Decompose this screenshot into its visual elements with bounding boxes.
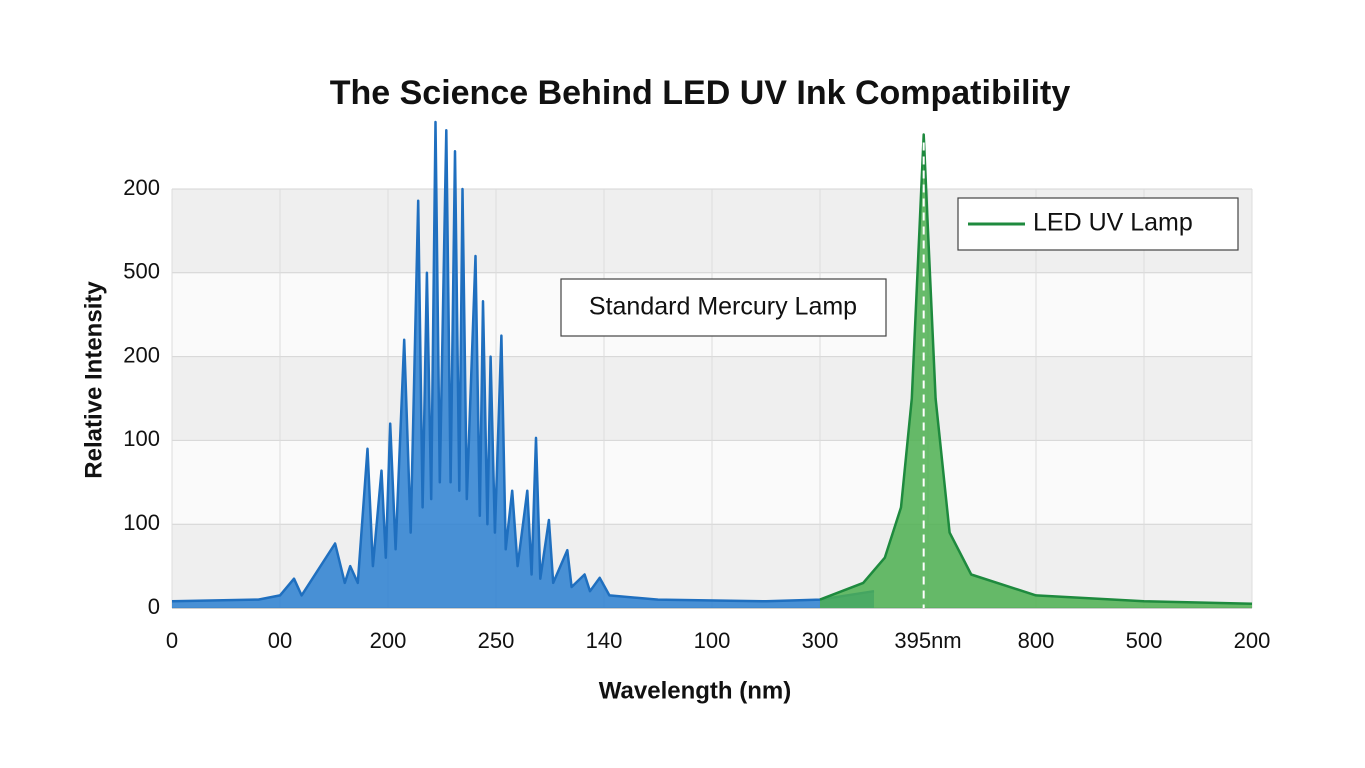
x-tick-label: 140 (586, 628, 623, 653)
y-tick-label: 200 (123, 175, 160, 200)
y-tick-label: 0 (148, 594, 160, 619)
series-label-box (560, 278, 887, 337)
x-tick-label: 300 (802, 628, 839, 653)
x-tick-label: 500 (1126, 628, 1163, 653)
y-tick-label: 100 (123, 510, 160, 535)
y-tick-label: 500 (123, 259, 160, 284)
legend-label: LED UV Lamp (1033, 209, 1193, 237)
x-tick-label: 250 (478, 628, 515, 653)
y-axis-label: Relative Intensity (80, 281, 107, 479)
x-tick-label: 00 (268, 628, 292, 653)
y-tick-label: 100 (123, 426, 160, 451)
series-line (171, 120, 875, 603)
series-label: Standard Mercury Lamp (589, 293, 857, 321)
x-axis-label: Wavelength (nm) (599, 677, 791, 704)
chart-title: The Science Behind LED UV Ink Compatibil… (330, 74, 1071, 112)
x-tick-label: 200 (1234, 628, 1271, 653)
x-tick-label: 800 (1018, 628, 1055, 653)
x-tick-label: 100 (694, 628, 731, 653)
series-line (819, 133, 1253, 606)
y-tick-label: 200 (123, 342, 160, 367)
x-tick-label: 200 (370, 628, 407, 653)
x-tick-label: 395nm (894, 628, 961, 653)
x-tick-label: 0 (166, 628, 178, 653)
